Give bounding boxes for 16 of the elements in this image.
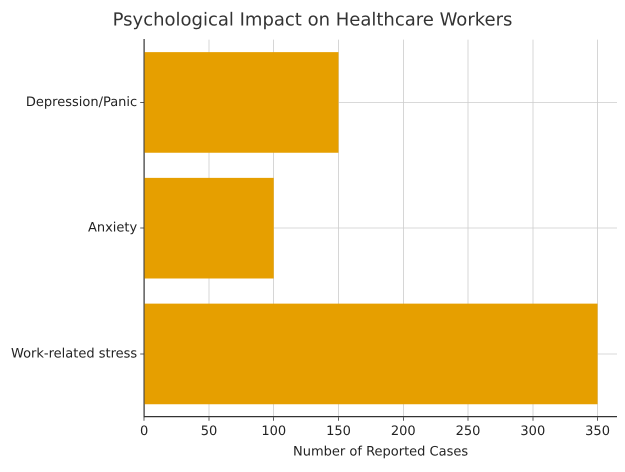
x-axis-title: Number of Reported Cases bbox=[293, 444, 468, 460]
x-tick-label: 150 bbox=[326, 424, 351, 439]
x-tick-label: 0 bbox=[140, 424, 148, 439]
y-tick-label: Depression/Panic bbox=[26, 94, 138, 110]
x-tick-label: 100 bbox=[261, 424, 286, 439]
x-tick-label: 350 bbox=[585, 424, 610, 439]
x-tick-label: 300 bbox=[520, 424, 546, 439]
chart-title: Psychological Impact on Healthcare Workers bbox=[112, 9, 512, 30]
bar bbox=[144, 52, 338, 153]
bar bbox=[144, 304, 598, 404]
x-tick-label: 200 bbox=[390, 424, 416, 439]
x-tick-label: 50 bbox=[200, 424, 218, 439]
bar bbox=[144, 178, 274, 278]
x-tick-label: 250 bbox=[456, 424, 480, 439]
y-tick-label: Work-related stress bbox=[10, 346, 138, 362]
y-tick-label: Anxiety bbox=[88, 220, 138, 236]
